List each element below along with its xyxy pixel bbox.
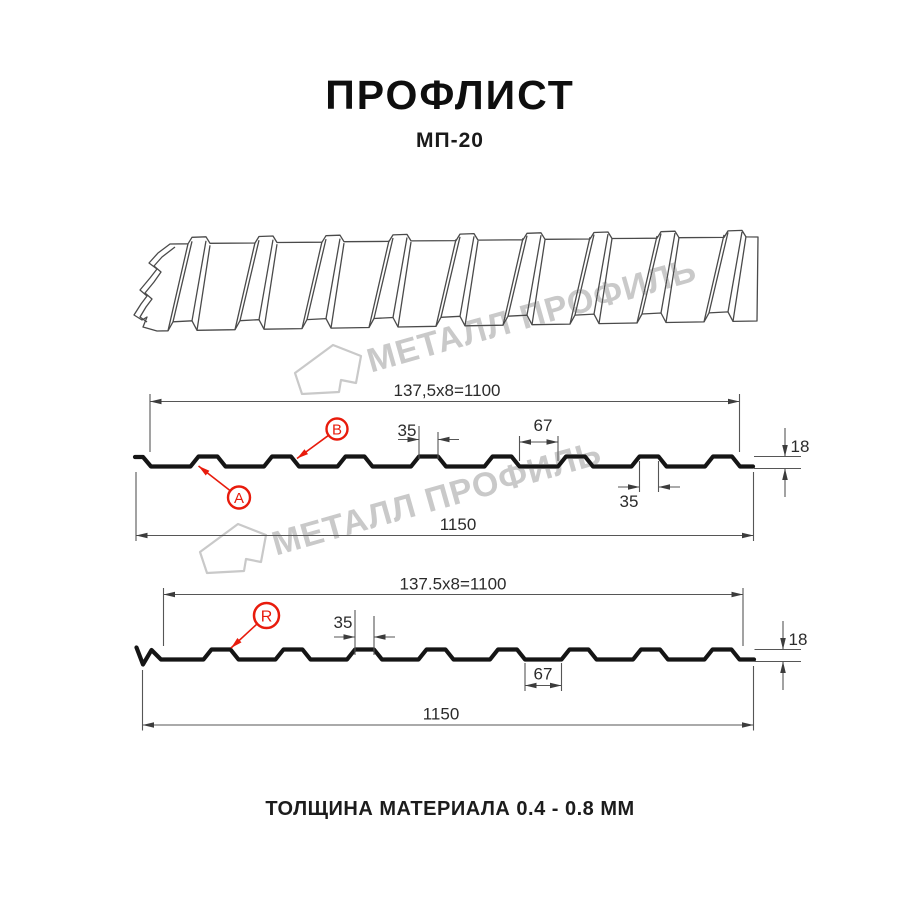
callout-b-label: B	[332, 422, 342, 439]
cross-section-2: 137.5x8=1100 35 67 18	[134, 575, 808, 731]
brand-logo-watermark	[293, 343, 363, 395]
cross-section-1: 137,5x8=1100 35 67 35	[132, 381, 809, 541]
dim-text-crest-top-1: 35	[398, 421, 417, 440]
dim-text-height-1: 18	[791, 437, 810, 456]
profile-line-1	[132, 454, 756, 469]
dim-valley-width-2: 67	[524, 663, 563, 691]
callout-a-label: A	[234, 490, 244, 507]
dim-overall-width-1: 1150	[135, 472, 755, 541]
profile-3d-view	[133, 229, 759, 332]
dim-text-overall-2: 1150	[423, 705, 460, 724]
dim-overall-width-2: 1150	[141, 666, 755, 731]
dim-crest-bottom-width-1: 35	[618, 461, 680, 511]
callout-a: A	[198, 465, 252, 510]
dim-text-overall-1: 1150	[440, 515, 477, 534]
callout-r-label: R	[261, 609, 273, 626]
dim-text-crest-top-2: 35	[334, 613, 353, 632]
callout-b: B	[296, 417, 349, 460]
profile-line-2	[134, 645, 757, 667]
sheet-cut-edge-inner	[139, 246, 176, 323]
brand-logo-watermark	[198, 522, 268, 575]
dim-valley-width-1: 67	[518, 416, 559, 461]
dim-crest-top-width-1: 35	[398, 421, 459, 459]
dim-text-crest-bottom-1: 35	[620, 492, 639, 511]
dim-height-2: 18	[754, 621, 808, 690]
dim-text-pitch-2: 137.5x8=1100	[400, 575, 507, 594]
material-thickness-note: ТОЛЩИНА МАТЕРИАЛА 0.4 - 0.8 ММ	[265, 798, 635, 820]
callout-r: R	[230, 601, 281, 649]
dim-text-valley-2: 67	[534, 665, 553, 684]
dim-pitch-formula-2: 137.5x8=1100	[162, 575, 744, 646]
dim-text-pitch-1: 137,5x8=1100	[394, 381, 501, 400]
dim-crest-top-width-2: 35	[334, 610, 395, 655]
dim-height-1: 18	[754, 428, 809, 497]
dim-pitch-formula-1: 137,5x8=1100	[149, 381, 741, 452]
dim-text-height-2: 18	[789, 630, 808, 649]
dim-text-valley-1: 67	[534, 416, 553, 435]
profile-model-name: МП-20	[416, 129, 484, 152]
page-title: ПРОФЛИСТ	[325, 72, 575, 118]
